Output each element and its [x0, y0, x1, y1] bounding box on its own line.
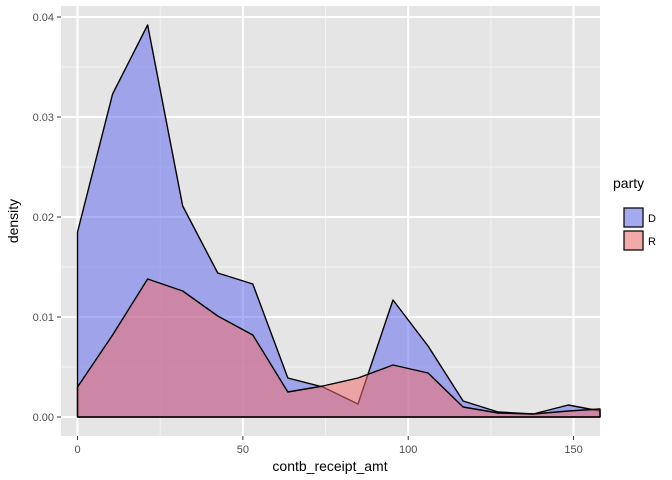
x-axis: 0 50 100 150	[74, 436, 583, 456]
y-tick-label: 0.03	[33, 112, 54, 124]
y-tick-label: 0.00	[33, 412, 54, 424]
legend-title: party	[613, 175, 644, 191]
x-tick-label: 0	[74, 444, 80, 456]
density-areas	[76, 24, 601, 418]
y-tick-label: 0.02	[33, 212, 54, 224]
legend: party DR	[613, 175, 656, 251]
y-tick-label: 0.04	[33, 12, 54, 24]
x-tick-label: 150	[564, 444, 582, 456]
x-tick-label: 100	[399, 444, 417, 456]
density-area-r	[76, 278, 601, 418]
y-tick-label: 0.01	[33, 312, 54, 324]
legend-key-r	[623, 230, 644, 251]
legend-label-d: D	[648, 213, 656, 225]
y-axis-title: density	[5, 199, 21, 243]
legend-key-d	[623, 207, 644, 228]
y-axis: 0.00 0.01 0.02 0.03 0.04	[33, 12, 61, 424]
x-tick-label: 50	[237, 444, 249, 456]
x-axis-title: contb_receipt_amt	[272, 458, 387, 474]
legend-label-r: R	[648, 236, 656, 248]
